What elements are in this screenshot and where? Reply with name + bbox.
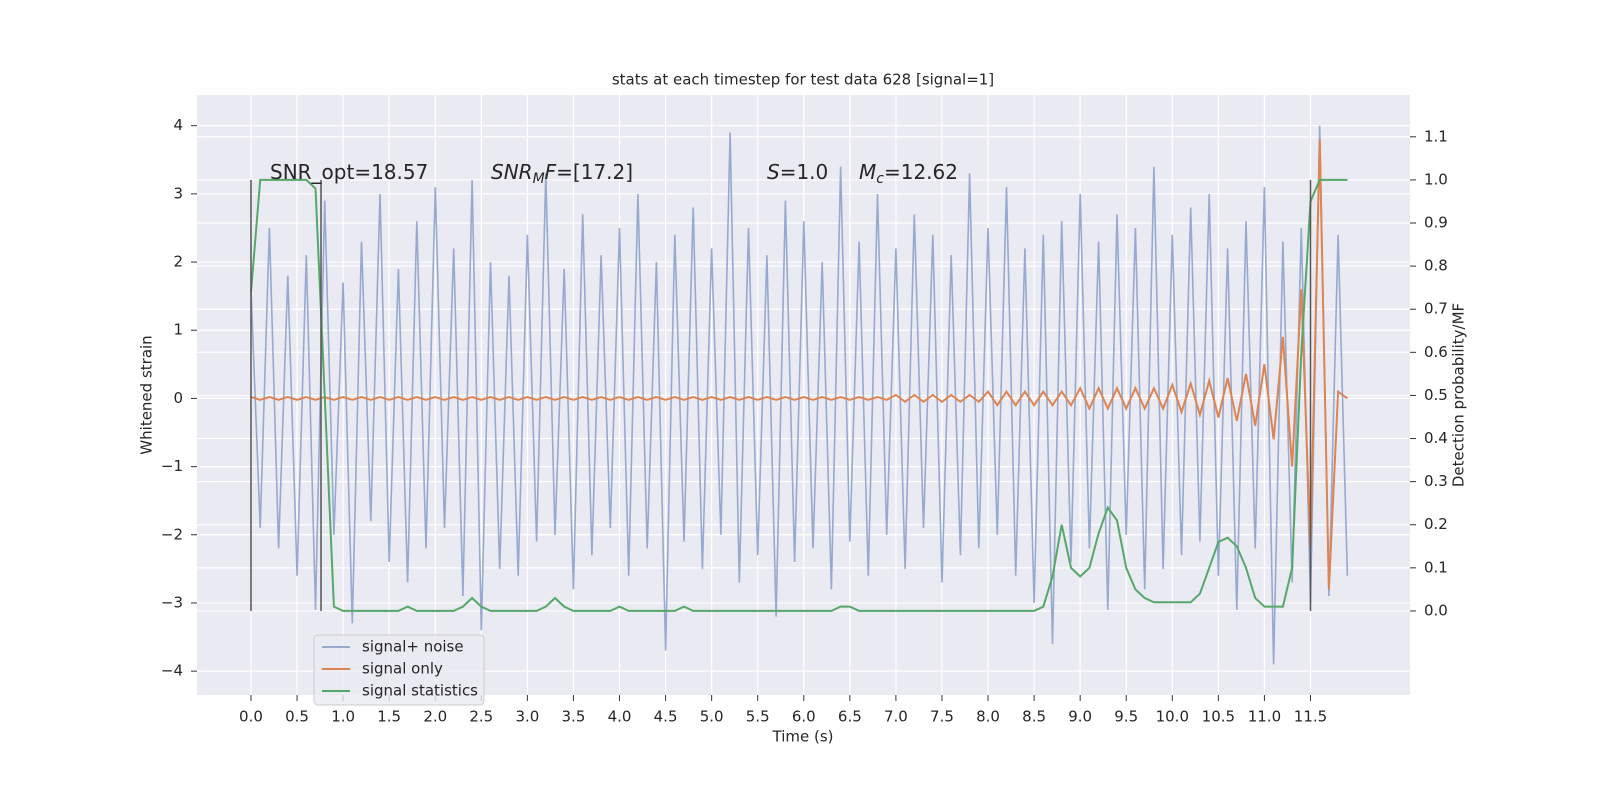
annotation-part: c (876, 171, 884, 187)
x-tick-label: 6.5 (838, 708, 862, 726)
x-tick-label: 7.0 (884, 708, 908, 726)
y2-tick-label: 0.3 (1424, 472, 1448, 490)
y-tick-label: −2 (161, 525, 183, 543)
y2-axis-label: Detection probability/MF (1450, 303, 1468, 487)
x-axis-label: Time (s) (772, 728, 834, 746)
annotation-part: M (533, 171, 545, 187)
x-tick-label: 10.5 (1202, 708, 1235, 726)
legend-label: signal statistics (362, 682, 478, 700)
annotation: S=1.0 (767, 160, 828, 184)
y2-tick-label: 0.7 (1424, 300, 1448, 318)
y-tick-label: −1 (161, 457, 183, 475)
x-tick-label: 3.5 (562, 708, 586, 726)
chart-title: stats at each timestep for test data 628… (612, 71, 994, 89)
x-tick-label: 11.0 (1248, 708, 1281, 726)
x-tick-label: 1.0 (331, 708, 355, 726)
legend-label: signal only (362, 660, 443, 678)
y2-tick-label: 0.1 (1424, 558, 1448, 576)
series-line (250, 139, 1348, 590)
annotation-part: F (545, 160, 557, 184)
y2-tick-label: 1.1 (1424, 127, 1448, 145)
x-tick-label: 7.5 (930, 708, 954, 726)
y-tick-label: 3 (173, 184, 183, 202)
y-tick-label: 0 (173, 389, 183, 407)
x-tick-label: 4.5 (654, 708, 678, 726)
y-tick-label: 2 (173, 253, 183, 271)
annotation: SNRMF=[17.2] (491, 160, 633, 188)
y2-tick-label: 0.8 (1424, 257, 1448, 275)
y-tick-label: −4 (161, 662, 183, 680)
x-tick-label: 6.0 (792, 708, 816, 726)
y-tick-label: −3 (161, 593, 183, 611)
x-tick-label: 10.0 (1156, 708, 1189, 726)
annotation-part: =12.62 (884, 160, 958, 184)
annotation-part: S (767, 160, 780, 184)
series-line (250, 125, 1349, 665)
legend-label: signal+ noise (362, 638, 464, 656)
x-tick-label: 1.5 (377, 708, 401, 726)
y2-tick-label: 0.9 (1424, 214, 1448, 232)
annotation: SNR_opt=18.57 (270, 160, 428, 184)
x-tick-label: 8.5 (1022, 708, 1046, 726)
y-axis-label: Whitened strain (138, 335, 156, 454)
legend-box (313, 634, 485, 706)
x-tick-label: 0.5 (285, 708, 309, 726)
annotation-part: =[17.2] (556, 160, 633, 184)
annotation-part: SNR_opt=18.57 (270, 160, 428, 184)
y2-tick-label: 0.0 (1424, 601, 1448, 619)
y2-tick-label: 0.6 (1424, 343, 1448, 361)
y2-tick-label: 0.5 (1424, 386, 1448, 404)
y-tick-label: 1 (173, 321, 183, 339)
x-tick-label: 9.0 (1068, 708, 1092, 726)
series-line (250, 178, 1348, 612)
x-tick-label: 5.0 (700, 708, 724, 726)
x-tick-label: 5.5 (746, 708, 770, 726)
x-tick-label: 4.0 (608, 708, 632, 726)
x-tick-label: 0.0 (239, 708, 263, 726)
annotation-part: M (859, 160, 876, 184)
annotation-part: SNR (491, 160, 533, 184)
x-tick-label: 8.0 (976, 708, 1000, 726)
annotation-part: =1.0 (780, 160, 829, 184)
x-tick-label: 2.0 (423, 708, 447, 726)
y2-tick-label: 1.0 (1424, 170, 1448, 188)
y2-tick-label: 0.2 (1424, 515, 1448, 533)
y2-tick-label: 0.4 (1424, 429, 1448, 447)
x-tick-label: 3.0 (515, 708, 539, 726)
x-tick-label: 2.5 (469, 708, 493, 726)
x-tick-label: 11.5 (1294, 708, 1327, 726)
x-tick-label: 9.5 (1114, 708, 1138, 726)
y-tick-label: 4 (173, 116, 183, 134)
annotation: Mc=12.62 (859, 160, 958, 188)
